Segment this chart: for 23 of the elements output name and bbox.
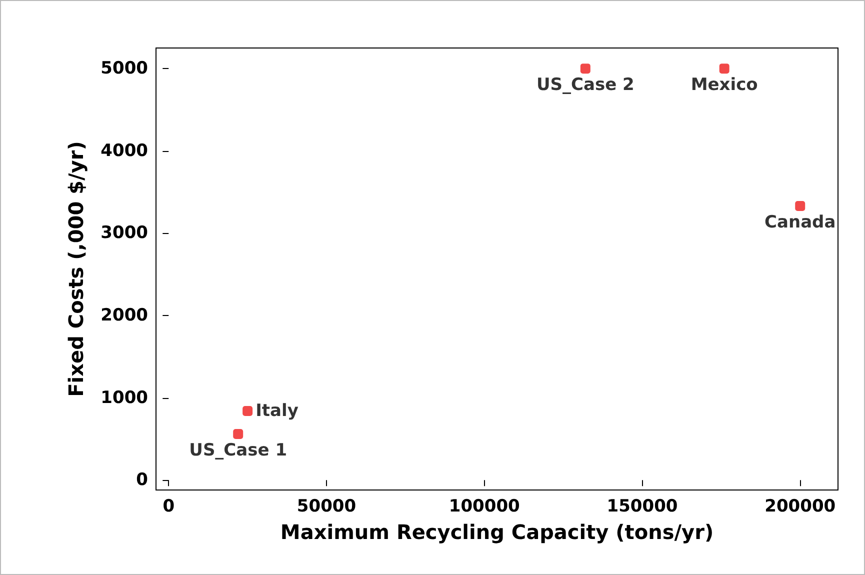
point bbox=[580, 64, 590, 74]
annotation: US_Case 1 bbox=[189, 440, 288, 461]
annotation: US_Case 2 bbox=[536, 75, 634, 96]
y-axis-title: Fixed Costs (,000 $/yr) bbox=[64, 141, 88, 397]
y-tick-label: 2000 bbox=[100, 306, 148, 326]
y-tick-label: 0 bbox=[136, 470, 148, 490]
y-tick-label: 1000 bbox=[100, 388, 148, 408]
annotation: Mexico bbox=[690, 75, 758, 96]
x-tick-label: 0 bbox=[162, 496, 175, 516]
x-tick-label: 150000 bbox=[606, 496, 678, 516]
point bbox=[719, 64, 730, 74]
point bbox=[795, 201, 806, 212]
point bbox=[233, 429, 244, 440]
x-tick-label: 50000 bbox=[296, 496, 356, 516]
annotation: Italy bbox=[256, 400, 298, 421]
y-tick-label: 4000 bbox=[100, 140, 148, 161]
x-tick-label: 100000 bbox=[448, 496, 520, 516]
x-axis-title: Maximum Recycling Capacity (tons/yr) bbox=[280, 520, 714, 544]
y-tick-label: 3000 bbox=[100, 223, 148, 244]
annotation: Canada bbox=[764, 212, 836, 233]
point bbox=[242, 406, 253, 416]
y-tick-label: 5000 bbox=[100, 58, 148, 79]
x-tick-label: 200000 bbox=[764, 496, 836, 516]
